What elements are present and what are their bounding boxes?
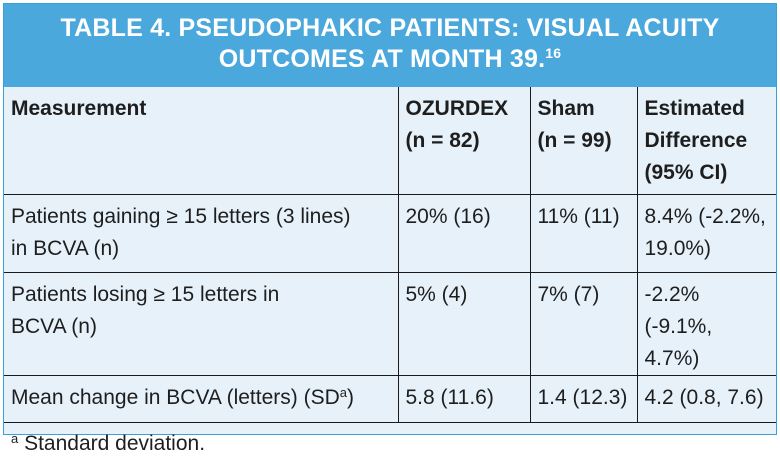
cell-difference-line-2: 4.7%)	[644, 346, 700, 370]
cell-ozurdex: 5% (4)	[397, 271, 531, 376]
footnote-marker-superscript: a	[339, 384, 347, 400]
table-row: Mean change in BCVA (letters) (SDa) 5.8 …	[4, 374, 776, 423]
header-difference-line-2: Difference	[644, 129, 748, 152]
header-difference-line-3: (95% CI)	[644, 161, 728, 184]
table-title-line-2-text: OUTCOMES AT MONTH 39.	[218, 45, 546, 73]
footnote-text: Standard deviation.	[18, 431, 206, 455]
header-sham-name: Sham	[537, 97, 595, 120]
cell-measurement-line-2: in BCVA (n)	[11, 236, 120, 260]
cell-difference: 4.2 (0.8, 7.6)	[636, 374, 776, 423]
header-row: Measurement OZURDEX (n = 82) Sham (n = 9…	[4, 87, 776, 195]
header-ozurdex: OZURDEX (n = 82)	[397, 87, 531, 195]
cell-measurement-line-1: Patients gaining ≥ 15 letters (3 lines)	[11, 204, 351, 228]
header-ozurdex-n: (n = 82)	[405, 129, 480, 152]
cell-measurement: Mean change in BCVA (letters) (SDa)	[4, 374, 399, 423]
cell-difference: 8.4% (-2.2%, 19.0%)	[636, 193, 776, 273]
footnote-marker: a	[11, 430, 19, 446]
header-sham: Sham (n = 99)	[529, 87, 638, 195]
cell-difference-line-2: 19.0%)	[644, 236, 712, 260]
cell-difference: -2.2% (-9.1%, 4.7%)	[636, 271, 776, 376]
cell-difference-line-1: 8.4% (-2.2%,	[644, 204, 766, 228]
header-difference-line-1: Estimated	[644, 97, 745, 120]
cell-sham: 1.4 (12.3)	[529, 374, 638, 423]
table-row: Patients losing ≥ 15 letters in BCVA (n)…	[4, 271, 776, 376]
table-frame: TABLE 4. PSEUDOPHAKIC PATIENTS: VISUAL A…	[3, 3, 777, 467]
header-ozurdex-name: OZURDEX	[405, 97, 509, 120]
reference-superscript: 16	[545, 45, 562, 61]
table-title-line-1: TABLE 4. PSEUDOPHAKIC PATIENTS: VISUAL A…	[60, 14, 720, 42]
cell-measurement-line-1: Patients losing ≥ 15 letters in	[11, 282, 280, 306]
table-row: Patients gaining ≥ 15 letters (3 lines) …	[4, 193, 776, 273]
header-difference: Estimated Difference (95% CI)	[636, 87, 776, 195]
cell-measurement: Patients losing ≥ 15 letters in BCVA (n)	[4, 271, 399, 376]
footnote: a Standard deviation.	[4, 421, 776, 467]
cell-ozurdex: 5.8 (11.6)	[397, 374, 531, 423]
table-title: TABLE 4. PSEUDOPHAKIC PATIENTS: VISUAL A…	[4, 4, 776, 87]
cell-measurement-close: )	[347, 385, 354, 409]
header-measurement-label: Measurement	[11, 97, 147, 120]
cell-measurement-text: Mean change in BCVA (letters) (SD	[11, 385, 340, 409]
cell-sham: 7% (7)	[529, 271, 638, 376]
cell-sham: 11% (11)	[529, 193, 638, 273]
visual-acuity-table: Measurement OZURDEX (n = 82) Sham (n = 9…	[4, 87, 776, 467]
cell-ozurdex: 20% (16)	[397, 193, 531, 273]
footnote-row: a Standard deviation.	[4, 421, 776, 467]
cell-measurement-line-2: BCVA (n)	[11, 314, 97, 338]
cell-difference-line-1: -2.2% (-9.1%,	[644, 282, 713, 338]
header-sham-n: (n = 99)	[537, 129, 612, 152]
table-title-line-2: OUTCOMES AT MONTH 39.16	[4, 44, 776, 75]
cell-measurement: Patients gaining ≥ 15 letters (3 lines) …	[4, 193, 399, 273]
header-measurement: Measurement	[4, 87, 399, 195]
